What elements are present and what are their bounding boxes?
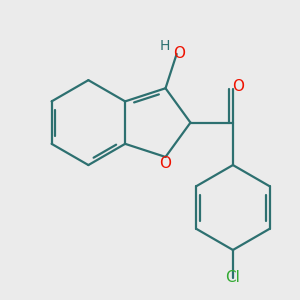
- Text: Cl: Cl: [226, 270, 240, 285]
- Text: O: O: [232, 79, 244, 94]
- Text: O: O: [160, 156, 172, 171]
- Text: H: H: [159, 39, 170, 53]
- Text: O: O: [173, 46, 185, 61]
